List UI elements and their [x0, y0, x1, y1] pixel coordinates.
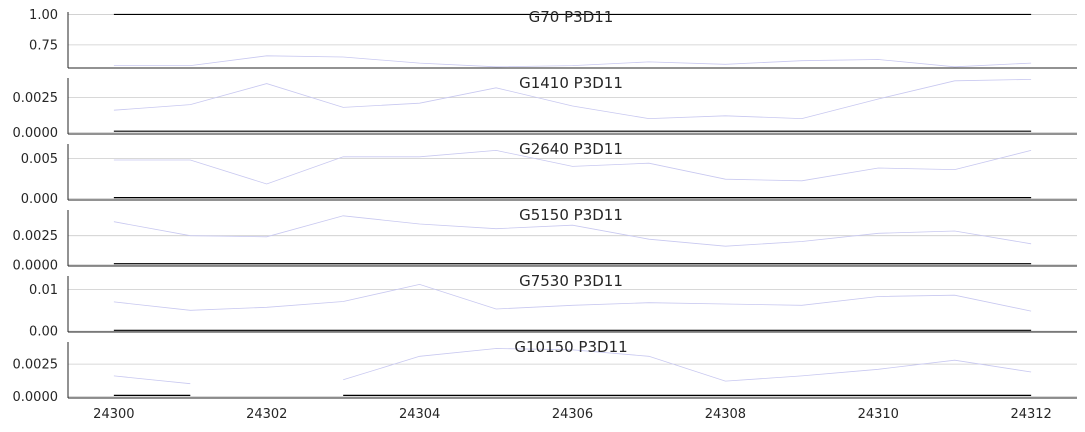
y-tick-label: 0.000 — [21, 192, 58, 207]
x-tick-label: 24300 — [93, 407, 134, 422]
series-line — [113, 215, 1032, 247]
panel-title: G1410 P3D11 — [519, 74, 623, 92]
series-line — [343, 348, 1032, 382]
panel-title: G7530 P3D11 — [519, 272, 623, 290]
y-tick-label: 0.0000 — [13, 390, 59, 405]
y-tick-label: 0.0000 — [13, 258, 59, 273]
series-line — [113, 79, 1032, 120]
y-tick-label: 0.0025 — [13, 229, 59, 244]
y-tick-label: 0.01 — [29, 283, 58, 298]
panel-title: G10150 P3D11 — [514, 338, 627, 356]
y-tick-label: 1.00 — [29, 8, 58, 23]
series-line — [113, 375, 191, 385]
y-tick-label: 0.0000 — [13, 126, 59, 141]
y-tick-label: 0.75 — [29, 38, 58, 53]
x-tick-label: 24306 — [552, 407, 593, 422]
x-tick-label: 24304 — [399, 407, 440, 422]
series-line — [113, 149, 1032, 185]
y-tick-label: 0.0025 — [13, 91, 59, 106]
y-tick-label: 0.0025 — [13, 358, 59, 373]
series-line — [113, 283, 1032, 312]
y-tick-label: 0.005 — [21, 152, 58, 167]
panel-title: G70 P3D11 — [529, 8, 614, 26]
panel-title: G2640 P3D11 — [519, 140, 623, 158]
series-line — [113, 55, 1032, 68]
x-tick-label: 24308 — [705, 407, 746, 422]
y-tick-label: 0.00 — [29, 325, 58, 340]
panel-title: G5150 P3D11 — [519, 206, 623, 224]
x-tick-label: 24310 — [858, 407, 899, 422]
x-tick-label: 24312 — [1010, 407, 1051, 422]
x-tick-label: 24302 — [246, 407, 287, 422]
